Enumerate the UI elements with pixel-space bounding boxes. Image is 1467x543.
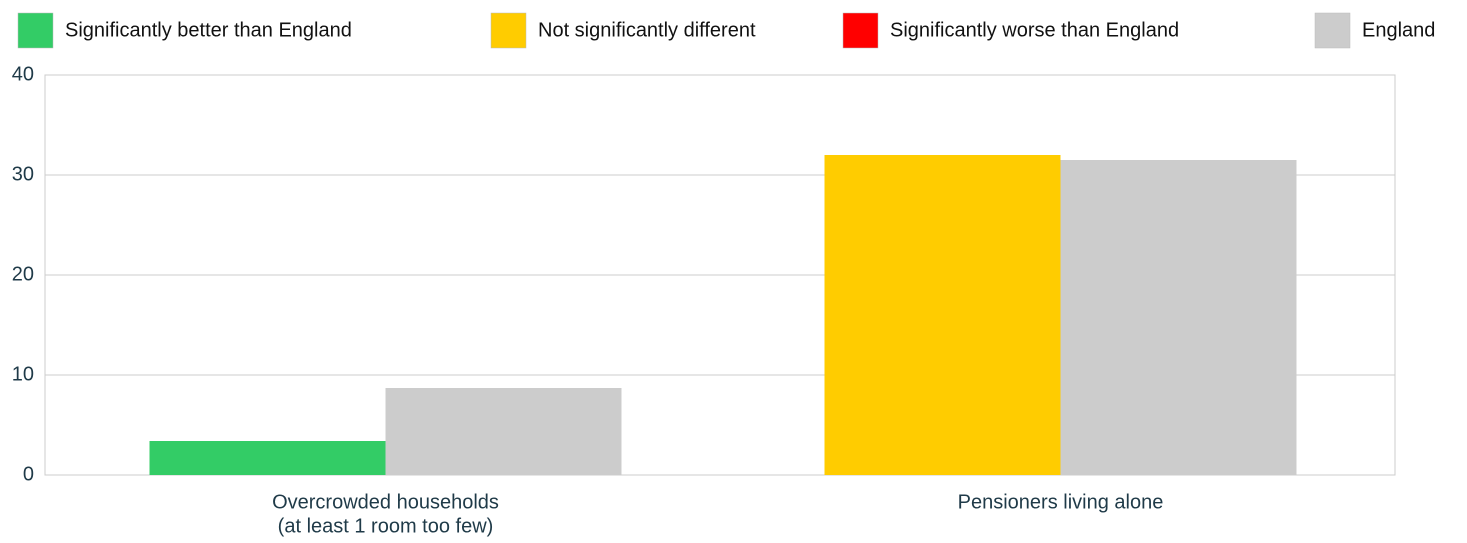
y-tick-label: 0 xyxy=(23,463,34,485)
bar xyxy=(824,155,1061,475)
legend-label: Not significantly different xyxy=(538,19,756,41)
y-tick-label: 40 xyxy=(12,63,34,85)
legend-swatch xyxy=(842,12,879,49)
y-tick-label: 10 xyxy=(12,363,34,385)
x-tick-label: (at least 1 room too few) xyxy=(278,515,494,537)
legend-swatch xyxy=(490,12,527,49)
legend-label: Significantly worse than England xyxy=(890,19,1179,41)
y-tick-label: 30 xyxy=(12,163,34,185)
y-tick-label: 20 xyxy=(12,263,34,285)
legend-swatch xyxy=(1314,12,1351,49)
legend-swatch xyxy=(17,12,54,49)
bar xyxy=(149,441,386,475)
bar xyxy=(1060,160,1297,475)
bar xyxy=(385,388,622,475)
x-tick-label: Overcrowded households xyxy=(272,491,499,513)
legend-label: England xyxy=(1362,19,1435,41)
legend-label: Significantly better than England xyxy=(65,19,352,41)
x-tick-label: Pensioners living alone xyxy=(958,491,1164,513)
